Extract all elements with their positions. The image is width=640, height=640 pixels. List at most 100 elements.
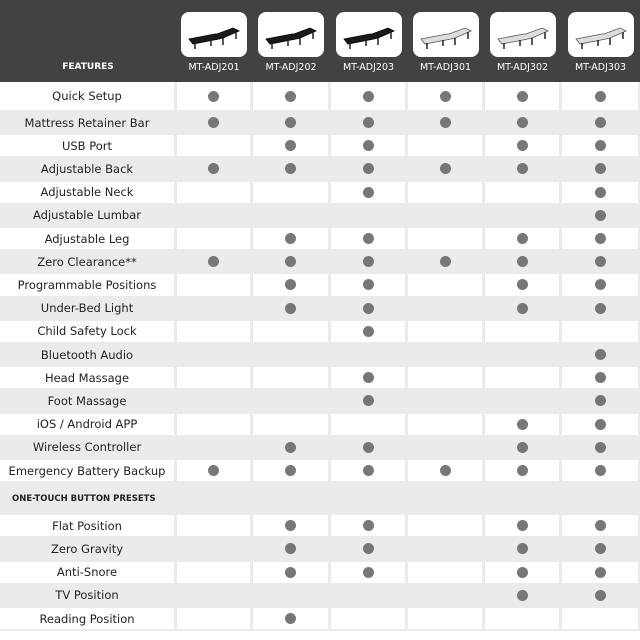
included-dot-icon — [594, 543, 606, 555]
feature-cell — [408, 112, 482, 133]
feature-cell — [253, 320, 328, 342]
table-row: Zero Clearance** — [0, 251, 640, 275]
feature-label: Bluetooth Audio — [40, 347, 134, 362]
feature-cell — [485, 228, 559, 250]
feature-cell — [485, 135, 559, 157]
feature-cell — [253, 413, 328, 435]
feature-cell — [177, 538, 250, 559]
feature-cell — [408, 135, 482, 157]
feature-label: Quick Setup — [0, 82, 174, 110]
feature-label: Reading Position — [0, 608, 174, 630]
feature-cell — [562, 515, 638, 537]
table-row: Adjustable Lumbar — [0, 204, 640, 228]
feature-cell — [408, 298, 482, 319]
included-dot-icon — [362, 543, 374, 555]
table-row: Adjustable Back — [0, 158, 640, 182]
feature-label: Wireless Controller — [32, 440, 142, 455]
included-dot-icon — [594, 163, 606, 175]
table-row: Under-Bed Light — [0, 297, 640, 321]
feature-cell — [408, 205, 482, 226]
included-dot-icon — [362, 395, 374, 407]
included-dot-icon — [516, 279, 528, 291]
table-row: Child Safety Lock — [0, 320, 640, 344]
table-row: Quick Setup — [0, 82, 640, 112]
feature-cell — [485, 367, 559, 389]
included-dot-icon — [285, 256, 296, 268]
feature-cell — [177, 608, 250, 630]
model-name: MT-ADJ201 — [188, 62, 240, 73]
feature-cell — [408, 585, 482, 606]
feature-cell — [177, 158, 250, 179]
feature-label: Emergency Battery Backup — [0, 460, 174, 482]
feature-label: TV Position — [55, 588, 119, 603]
feature-cell — [331, 344, 405, 365]
table-row: Mattress Retainer Bar — [0, 112, 640, 136]
feature-cell — [177, 320, 250, 342]
feature-cell — [331, 112, 405, 133]
feature-cell — [485, 561, 559, 583]
feature-cell — [177, 112, 250, 133]
feature-cell — [253, 608, 328, 630]
included-dot-icon — [594, 349, 606, 361]
feature-cell — [485, 274, 559, 296]
feature-label: Zero Gravity — [50, 541, 124, 556]
included-dot-icon — [285, 613, 296, 625]
feature-cell — [177, 228, 250, 250]
included-dot-icon — [594, 90, 606, 102]
included-dot-icon — [362, 117, 374, 129]
feature-cell — [253, 158, 328, 179]
feature-cell — [331, 251, 405, 272]
feature-cell — [408, 460, 482, 482]
feature-label: Mattress Retainer Bar — [24, 115, 150, 130]
included-dot-icon — [285, 566, 296, 578]
feature-cell — [485, 390, 559, 411]
table-row: USB Port — [0, 135, 640, 159]
feature-cell — [408, 251, 482, 272]
presets-section-header: ONE-TOUCH BUTTON PRESETS — [0, 483, 640, 516]
feature-cell — [408, 538, 482, 559]
feature-cell — [331, 158, 405, 179]
table-row: Wireless Controller — [0, 436, 640, 460]
included-dot-icon — [362, 233, 374, 245]
table-row: Bluetooth Audio — [0, 344, 640, 368]
model-name: MT-ADJ301 — [419, 62, 472, 73]
feature-cell — [253, 82, 328, 110]
feature-cell — [253, 437, 328, 458]
feature-cell — [253, 228, 328, 250]
included-dot-icon — [594, 279, 606, 291]
feature-cell — [331, 460, 405, 482]
feature-label: Anti-Snore — [0, 561, 174, 583]
feature-label: Foot Massage — [47, 393, 127, 408]
feature-label: Child Safety Lock — [0, 320, 174, 342]
feature-cell — [562, 608, 638, 630]
feature-cell — [562, 413, 638, 435]
feature-cell — [177, 367, 250, 389]
feature-label: Flat Position — [0, 515, 174, 537]
included-dot-icon — [285, 302, 296, 314]
included-dot-icon — [516, 117, 528, 129]
feature-cell — [253, 561, 328, 583]
table-row: Programmable Positions — [0, 274, 640, 298]
included-dot-icon — [362, 372, 374, 384]
included-dot-icon — [362, 566, 374, 578]
included-dot-icon — [208, 163, 219, 175]
table-row: Adjustable Leg — [0, 228, 640, 252]
feature-cell — [408, 515, 482, 537]
feature-label: USB Port — [0, 135, 174, 157]
feature-label: Adjustable Leg — [0, 228, 174, 250]
table-row: Adjustable Neck — [0, 181, 640, 205]
feature-cell — [253, 181, 328, 203]
feature-cell — [562, 538, 638, 559]
feature-cell — [408, 344, 482, 365]
feature-cell — [408, 274, 482, 296]
feature-label: Zero Clearance** — [37, 254, 137, 269]
feature-cell — [253, 205, 328, 226]
included-dot-icon — [516, 163, 528, 175]
included-dot-icon — [516, 465, 528, 477]
feature-cell — [331, 274, 405, 296]
included-dot-icon — [362, 163, 374, 175]
table-row: Anti-Snore — [0, 561, 640, 585]
feature-label: iOS / Android APP — [0, 413, 174, 435]
feature-cell — [331, 367, 405, 389]
included-dot-icon — [208, 256, 219, 268]
